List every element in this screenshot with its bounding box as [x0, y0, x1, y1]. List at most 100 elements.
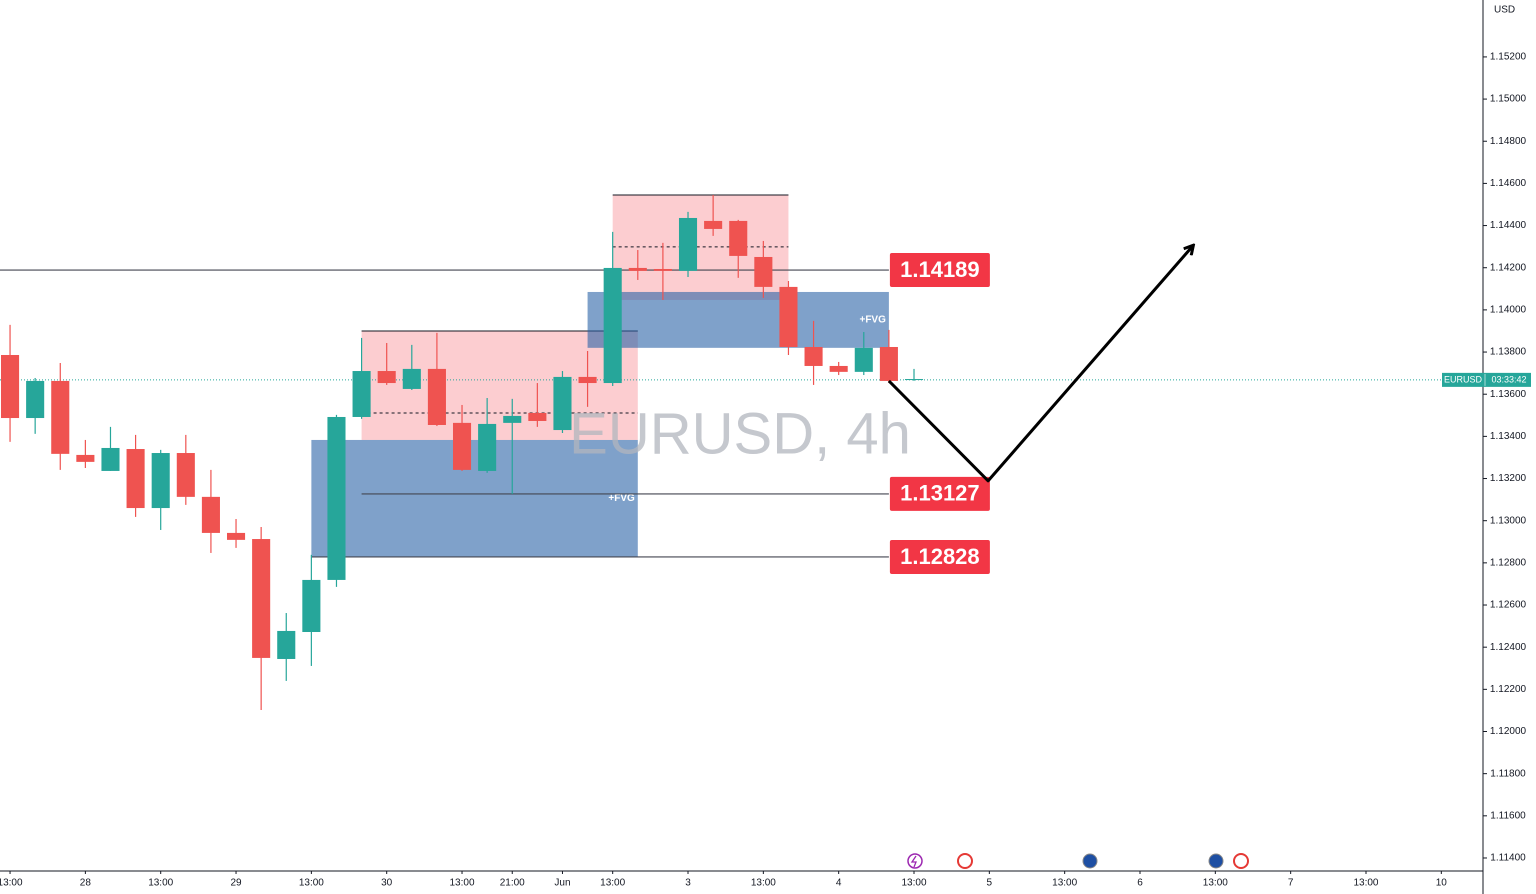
symbol-label: EURUSD — [1444, 375, 1483, 385]
candle-body — [754, 256, 773, 287]
x-tick-label: 13:00 — [751, 878, 776, 889]
candle-body — [603, 267, 622, 384]
level-badge — [889, 476, 990, 511]
candle-body — [1, 354, 20, 419]
zone-label: +FVG — [859, 315, 886, 326]
y-tick-label: 1.13600 — [1490, 389, 1527, 400]
x-tick-label: 4 — [836, 878, 842, 889]
event-icon-glyph — [910, 855, 917, 868]
x-tick-label: 13:00 — [450, 878, 475, 889]
y-tick-label: 1.12600 — [1490, 600, 1527, 611]
candle-body — [628, 267, 647, 271]
y-tick-label: 1.13400 — [1490, 431, 1527, 442]
y-tick-label: 1.14800 — [1490, 136, 1527, 147]
event-icon[interactable] — [957, 853, 973, 869]
y-tick-label: 1.15200 — [1490, 52, 1527, 63]
candle-body — [829, 365, 848, 372]
x-tick-label: 30 — [381, 878, 393, 889]
x-tick-label: 10 — [1436, 878, 1448, 889]
candle-body — [402, 368, 421, 389]
candle-body — [377, 371, 396, 384]
axes: 1.15200 1.15000 1.14800 1.14600 1.14400 1.142… — [0, 52, 1531, 889]
y-tick-label: 1.13000 — [1490, 515, 1527, 526]
x-tick-label: 29 — [230, 878, 242, 889]
x-tick-label: 28 — [80, 878, 92, 889]
projection-arrow — [887, 246, 1193, 483]
candle-body — [779, 286, 798, 347]
x-tick-label: 13:00 — [0, 878, 23, 889]
x-tick-label: 13:00 — [1052, 878, 1077, 889]
candle-body — [427, 368, 446, 425]
y-tick-label: 1.14400 — [1490, 220, 1527, 231]
candle-body — [352, 371, 371, 417]
candle-body — [478, 423, 497, 471]
candle-body — [252, 539, 271, 658]
level-badge — [889, 253, 990, 288]
candle-body — [76, 454, 95, 462]
candle-body — [452, 422, 472, 470]
candle-body — [327, 416, 346, 580]
candle-body — [678, 217, 698, 271]
zone — [311, 439, 638, 557]
watermark: EURUSD, 4h — [569, 401, 911, 466]
level-label: 1.13127 — [900, 481, 980, 506]
currency-label: USD — [1494, 5, 1515, 16]
candle-body — [176, 453, 195, 497]
y-tick-label: 1.14600 — [1490, 178, 1527, 189]
candle-body — [553, 376, 572, 431]
candle-body — [503, 415, 522, 423]
x-tick-label: 3 — [685, 878, 691, 889]
x-tick-label: 13:00 — [148, 878, 173, 889]
candle-body — [578, 376, 597, 384]
candle-body — [302, 579, 321, 632]
candle-body — [879, 346, 898, 381]
candle-body — [854, 347, 873, 372]
event-icon[interactable] — [1233, 853, 1249, 869]
candle-body — [101, 447, 120, 471]
candle-body — [126, 449, 145, 509]
zone — [587, 291, 889, 348]
x-tick-label: 13:00 — [901, 878, 926, 889]
zone-label: +FVG — [608, 493, 635, 504]
level-badge — [889, 539, 990, 574]
candle-body — [151, 453, 170, 509]
y-tick-label: 1.13200 — [1490, 473, 1527, 484]
candle-body — [704, 220, 723, 229]
event-icon[interactable] — [907, 853, 923, 869]
y-tick-label: 1.15000 — [1490, 94, 1527, 105]
level-label: 1.14189 — [900, 257, 980, 282]
y-tick-label: 1.14000 — [1490, 305, 1527, 316]
y-tick-label: 1.12000 — [1490, 726, 1527, 737]
y-tick-label: 1.12400 — [1490, 642, 1527, 653]
candle-body — [201, 496, 220, 533]
candle-body — [26, 380, 45, 419]
x-tick-label: 13:00 — [299, 878, 324, 889]
event-icon[interactable] — [1208, 853, 1224, 869]
countdown-label: 03:33:42 — [1491, 375, 1526, 385]
candle-body — [729, 220, 748, 256]
candle-body — [804, 346, 823, 366]
x-tick-label: 13:00 — [1353, 878, 1378, 889]
y-tick-label: 1.11400 — [1490, 853, 1526, 864]
x-tick-label: 13:00 — [600, 878, 625, 889]
event-icons — [907, 853, 1249, 869]
x-tick-label: Jun — [554, 878, 570, 889]
x-tick-label: 13:00 — [1203, 878, 1228, 889]
event-icon[interactable] — [1082, 853, 1098, 869]
y-tick-label: 1.12200 — [1490, 684, 1527, 695]
candle-body — [226, 532, 246, 540]
candle-body — [277, 630, 296, 659]
y-tick-label: 1.14200 — [1490, 262, 1527, 273]
x-tick-label: 5 — [987, 878, 993, 889]
price-badge — [1442, 372, 1531, 387]
y-tick-label: 1.11800 — [1490, 768, 1526, 779]
level-label: 1.12828 — [900, 544, 980, 569]
x-tick-label: 6 — [1137, 878, 1143, 889]
x-tick-label: 7 — [1288, 878, 1294, 889]
y-tick-label: 1.13800 — [1490, 347, 1527, 358]
x-tick-label: 21:00 — [500, 878, 525, 889]
candle-body — [904, 379, 924, 381]
candle-body — [653, 268, 672, 271]
